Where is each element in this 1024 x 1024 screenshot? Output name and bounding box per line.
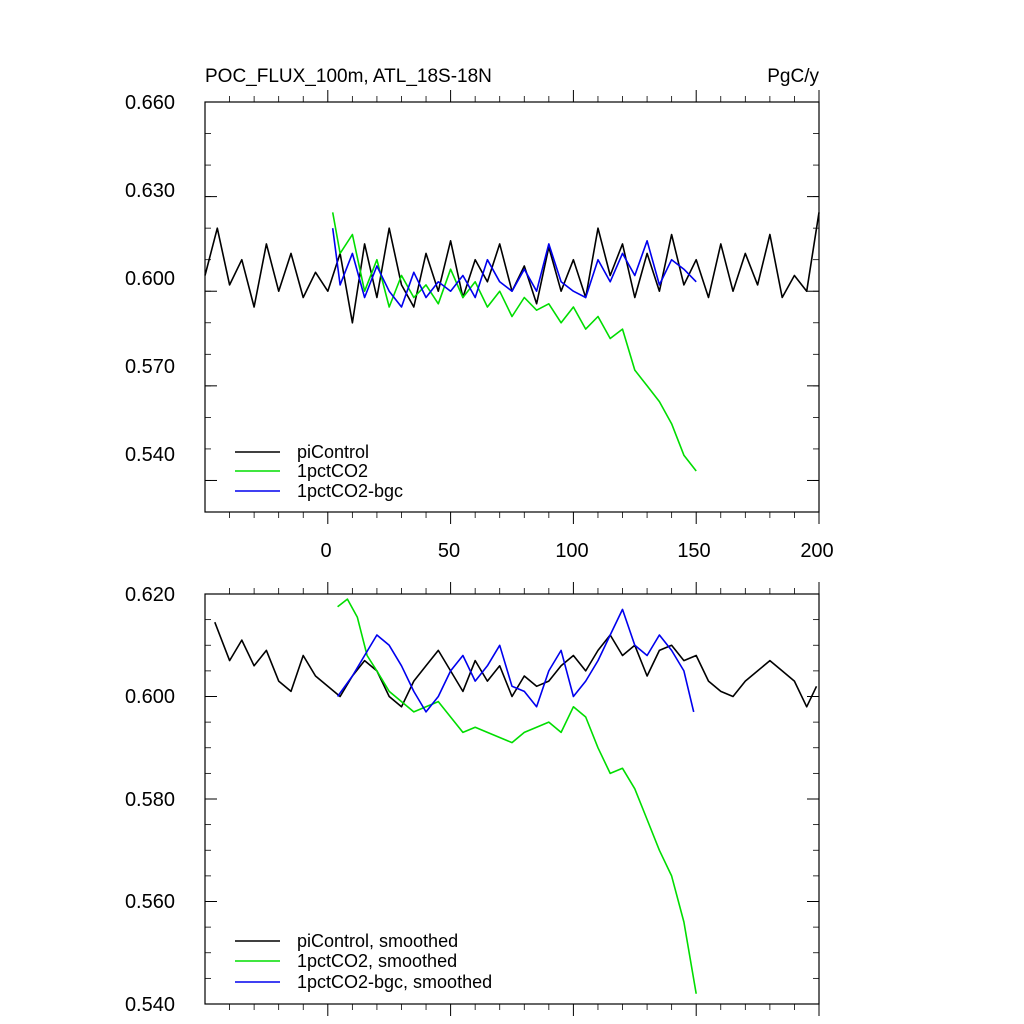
top-series-1pctco2 bbox=[331, 212, 697, 472]
top-y-tick-label: 0.630 bbox=[125, 180, 175, 202]
legend-label-picontrol: piControl bbox=[297, 442, 369, 462]
bottom-panel: 0.620 0.600 0.580 0.560 0.540 piControl,… bbox=[125, 582, 820, 1016]
bottom-y-tick-label: 0.620 bbox=[125, 584, 175, 606]
top-x-tick-label: 150 bbox=[677, 540, 710, 562]
top-legend: piControl 1pctCO2 1pctCO2-bgc bbox=[235, 442, 403, 501]
bottom-series-lines bbox=[214, 598, 818, 994]
bottom-y-tick-label: 0.600 bbox=[125, 686, 175, 708]
top-plot-frame bbox=[204, 101, 820, 513]
top-x-tick-label: 50 bbox=[438, 540, 460, 562]
top-y-tick-label: 0.540 bbox=[125, 444, 175, 466]
legend-label-1pctco2-bgc-smoothed: 1pctCO2-bgc, smoothed bbox=[297, 972, 492, 992]
top-chart-units: PgC/y bbox=[767, 66, 819, 87]
bottom-series-1pctco2-smoothed bbox=[337, 598, 697, 994]
top-series-lines bbox=[204, 212, 820, 472]
top-x-tick-label: 200 bbox=[800, 540, 833, 562]
top-y-tick-label: 0.660 bbox=[125, 92, 175, 114]
bottom-y-tick-label: 0.560 bbox=[125, 891, 175, 913]
legend-label-picontrol-smoothed: piControl, smoothed bbox=[297, 931, 458, 951]
bottom-legend: piControl, smoothed 1pctCO2, smoothed 1p… bbox=[235, 931, 492, 992]
top-x-tick-label: 0 bbox=[320, 540, 331, 562]
legend-label-1pctco2-bgc: 1pctCO2-bgc bbox=[297, 481, 403, 501]
top-y-tick-label: 0.600 bbox=[125, 268, 175, 290]
top-x-tick-labels: 0 50 100 150 200 bbox=[320, 540, 833, 562]
legend-label-1pctco2: 1pctCO2 bbox=[297, 461, 368, 481]
bottom-y-tick-label: 0.580 bbox=[125, 789, 175, 811]
top-chart-title: POC_FLUX_100m, ATL_18S-18N bbox=[205, 66, 492, 87]
bottom-y-tick-label: 0.540 bbox=[125, 994, 175, 1016]
top-panel: POC_FLUX_100m, ATL_18S-18N PgC/y 0.660 0… bbox=[125, 66, 834, 562]
top-y-tick-label: 0.570 bbox=[125, 356, 175, 378]
top-x-tick-label: 100 bbox=[555, 540, 588, 562]
bottom-y-tick-labels: 0.620 0.600 0.580 0.560 0.540 bbox=[125, 584, 175, 1016]
bottom-series-1pctco2-bgc-smoothed bbox=[336, 608, 695, 713]
top-y-tick-labels: 0.660 0.630 0.600 0.570 0.540 bbox=[125, 92, 175, 466]
bottom-ticks bbox=[205, 582, 820, 1016]
top-series-1pctco2-bgc bbox=[331, 228, 697, 308]
top-ticks bbox=[205, 90, 820, 524]
bottom-series-picontrol-smoothed bbox=[214, 621, 818, 708]
legend-label-1pctco2-smoothed: 1pctCO2, smoothed bbox=[297, 951, 457, 971]
